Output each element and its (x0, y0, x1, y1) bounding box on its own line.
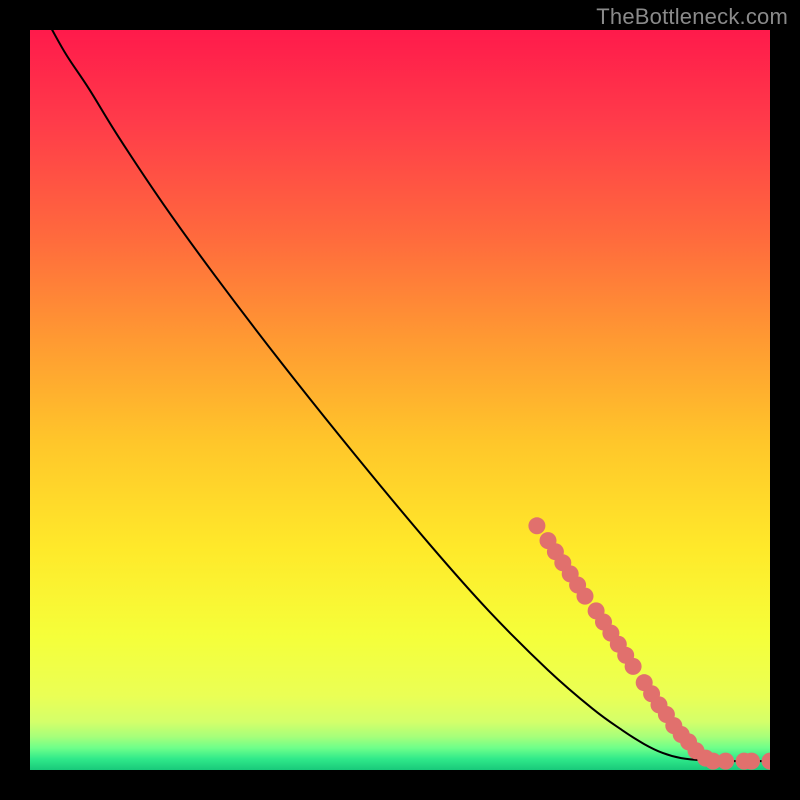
data-point (743, 753, 760, 770)
data-point (625, 658, 642, 675)
data-point (717, 753, 734, 770)
chart-frame: TheBottleneck.com (0, 0, 800, 800)
plot-area (30, 30, 770, 770)
attribution-label: TheBottleneck.com (596, 4, 788, 30)
chart-overlay (30, 30, 770, 770)
data-point (762, 753, 771, 770)
bottleneck-curve (52, 30, 770, 761)
data-point (577, 588, 594, 605)
data-point (528, 517, 545, 534)
